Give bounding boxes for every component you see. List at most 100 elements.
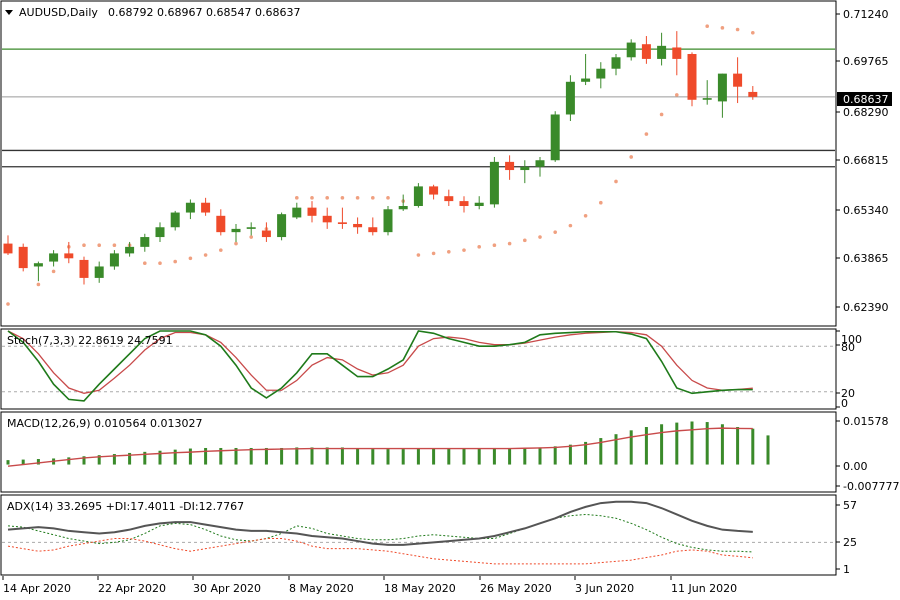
price-panel[interactable] bbox=[0, 0, 837, 327]
candle-body bbox=[550, 114, 560, 161]
sar-dot bbox=[416, 253, 421, 257]
candle-body bbox=[353, 223, 363, 228]
stoch-axis-label: 80 bbox=[841, 341, 855, 354]
sar-dot bbox=[97, 243, 101, 248]
sar-dot bbox=[568, 223, 573, 228]
candle-body bbox=[717, 73, 727, 102]
sar-dot bbox=[583, 214, 588, 218]
candle-body bbox=[444, 196, 454, 202]
adx-main-line bbox=[7, 500, 753, 546]
sar-dot bbox=[492, 243, 497, 248]
macd-bar bbox=[416, 448, 420, 465]
time-axis-label: 11 Jun 2020 bbox=[671, 582, 737, 595]
current-price-label: 0.68637 bbox=[843, 93, 889, 106]
sar-dot bbox=[431, 251, 436, 256]
macd-bar bbox=[690, 421, 694, 465]
macd-axis: 0.01578 0.00 -0.007777 bbox=[836, 415, 899, 493]
candle-body bbox=[109, 253, 119, 267]
candle-body bbox=[505, 161, 515, 171]
sar-dot bbox=[82, 243, 86, 248]
candlestick-series bbox=[3, 31, 758, 285]
macd-bar bbox=[736, 427, 740, 465]
stoch-axis-label: 20 bbox=[841, 387, 855, 400]
macd-bar bbox=[538, 447, 542, 465]
sar-dot bbox=[675, 93, 679, 97]
stoch-main-line bbox=[7, 330, 753, 402]
macd-title: MACD(12,26,9) 0.010564 0.013027 bbox=[7, 417, 203, 430]
macd-bar bbox=[6, 460, 10, 465]
candle-body bbox=[292, 207, 302, 218]
macd-bar bbox=[249, 447, 253, 465]
candle-body bbox=[170, 212, 180, 228]
macd-bar bbox=[584, 441, 588, 465]
candle-body bbox=[140, 237, 150, 247]
candle-body bbox=[261, 230, 271, 238]
adx-panel[interactable] bbox=[0, 494, 837, 576]
symbol-timeframe: AUDUSD,Daily bbox=[19, 6, 98, 19]
candle-body bbox=[611, 57, 621, 69]
candle-body bbox=[748, 91, 758, 97]
macd-bar bbox=[432, 448, 436, 465]
candle-body bbox=[474, 202, 484, 207]
sar-dot bbox=[507, 241, 512, 246]
macd-bar bbox=[629, 430, 633, 465]
sar-dot bbox=[112, 243, 117, 248]
macd-bar bbox=[614, 434, 618, 465]
macd-bar bbox=[36, 459, 40, 465]
candle-body bbox=[277, 214, 287, 238]
macd-bar bbox=[599, 438, 603, 465]
sar-dot bbox=[234, 241, 238, 246]
macd-bar bbox=[325, 447, 329, 465]
candle-body bbox=[33, 263, 43, 267]
ohlc-values: 0.68792 0.68967 0.68547 0.68637 bbox=[108, 6, 300, 19]
sar-dot bbox=[523, 238, 527, 243]
adx-axis-label: 25 bbox=[843, 536, 857, 549]
candle-body bbox=[672, 47, 682, 59]
candle-body bbox=[565, 81, 575, 115]
macd-bar bbox=[660, 424, 664, 465]
macd-signal-line bbox=[7, 427, 753, 467]
macd-bar bbox=[128, 452, 132, 465]
macd-bar bbox=[188, 448, 192, 465]
candle-body bbox=[94, 266, 104, 278]
sar-dot bbox=[310, 196, 314, 200]
macd-bar bbox=[720, 424, 724, 465]
price-axis-label: 0.71240 bbox=[843, 8, 889, 21]
price-axis-label: 0.65340 bbox=[843, 204, 889, 217]
adx-lines bbox=[7, 500, 753, 565]
sar-dot bbox=[340, 196, 345, 200]
candle-body bbox=[322, 215, 332, 223]
candle-body bbox=[18, 246, 28, 269]
candle-body bbox=[626, 42, 636, 58]
stoch-title: Stoch(7,3,3) 22.8619 24.7591 bbox=[7, 334, 173, 347]
candle-body bbox=[201, 202, 211, 213]
sar-dot bbox=[599, 200, 603, 205]
candle-body bbox=[246, 227, 256, 229]
macd-bar bbox=[82, 456, 86, 465]
sar-dot bbox=[355, 196, 360, 200]
stoch-axis-label: 100 bbox=[841, 333, 862, 346]
macd-bar bbox=[462, 448, 466, 465]
sar-dot bbox=[51, 269, 56, 274]
macd-axis-label: 0.00 bbox=[843, 460, 868, 473]
price-axis-label: 0.69765 bbox=[843, 55, 889, 68]
macd-bar bbox=[371, 449, 375, 465]
time-axis-label: 22 Apr 2020 bbox=[98, 582, 166, 595]
sar-dot bbox=[295, 196, 299, 200]
macd-axis-label: 0.01578 bbox=[843, 415, 889, 428]
candle-body bbox=[64, 253, 74, 259]
time-axis-label: 18 May 2020 bbox=[384, 582, 456, 595]
macd-bar bbox=[675, 422, 679, 465]
candle-body bbox=[79, 259, 89, 278]
chart-menu-triangle-icon[interactable] bbox=[5, 10, 13, 15]
macd-bar bbox=[553, 446, 557, 465]
sar-dot bbox=[158, 261, 162, 266]
sar-dot bbox=[6, 302, 10, 306]
candle-body bbox=[49, 253, 59, 262]
macd-bar bbox=[356, 448, 360, 465]
stoch-axis-label: 0 bbox=[841, 397, 848, 410]
sar-dot bbox=[219, 248, 223, 252]
sar-dot bbox=[249, 235, 253, 239]
candle-body bbox=[489, 161, 499, 205]
